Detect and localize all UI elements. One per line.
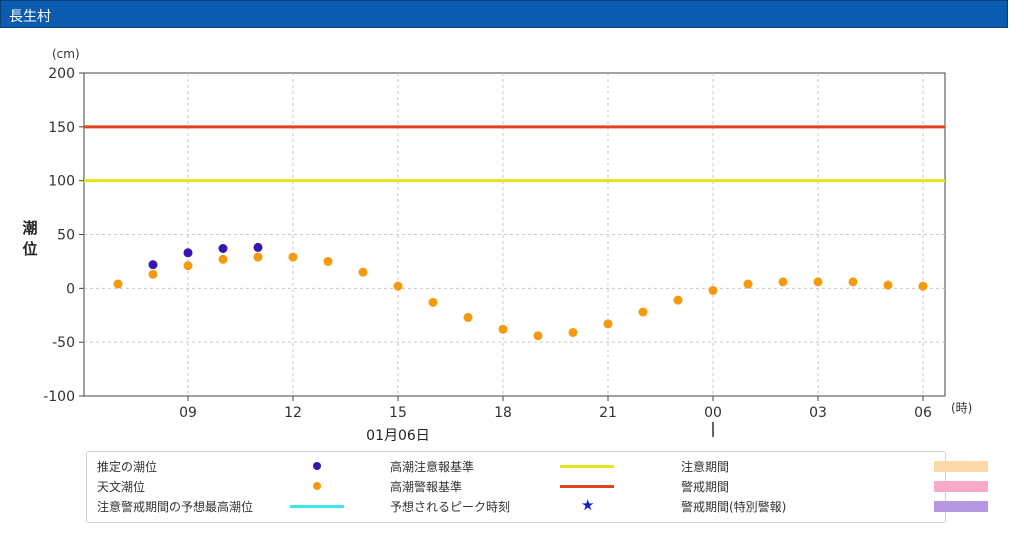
legend-box xyxy=(934,461,988,472)
data-point xyxy=(603,319,613,329)
legend-box xyxy=(934,481,988,492)
data-point xyxy=(428,297,438,307)
data-point xyxy=(358,267,368,277)
x-tick-label: 12 xyxy=(284,405,302,421)
star-icon: ★ xyxy=(581,496,595,514)
legend-label: 警戒期間 xyxy=(681,480,730,494)
x-tick-label: 00 xyxy=(704,405,722,421)
y-axis-title-char: 潮 xyxy=(22,219,37,237)
y-tick-label: 100 xyxy=(48,174,75,190)
data-point xyxy=(743,279,753,289)
data-point xyxy=(148,260,158,270)
y-tick-label: 50 xyxy=(57,228,75,244)
y-tick-label: 0 xyxy=(66,281,75,297)
x-tick-label: 18 xyxy=(494,405,512,421)
data-point xyxy=(848,277,858,287)
data-point xyxy=(533,331,543,341)
y-axis-title-char: 位 xyxy=(22,240,37,258)
x-tick-label: 15 xyxy=(389,405,407,421)
y-tick-label: 200 xyxy=(48,66,75,82)
legend-box xyxy=(934,501,988,512)
data-point xyxy=(883,280,893,290)
legend-label: 予想されるピーク時刻 xyxy=(390,500,511,514)
x-tick-label: 09 xyxy=(179,405,197,421)
x-unit-label: (時) xyxy=(951,401,972,415)
data-point xyxy=(253,252,263,262)
legend-label: 高潮注意報基準 xyxy=(390,460,475,474)
data-point xyxy=(183,248,193,258)
legend-line xyxy=(290,505,344,508)
data-point xyxy=(393,281,403,291)
data-point xyxy=(813,277,823,287)
data-point xyxy=(323,256,333,266)
data-point xyxy=(218,254,228,264)
x-tick-label: 21 xyxy=(599,405,617,421)
y-tick-label: -100 xyxy=(43,389,75,405)
plot-area xyxy=(83,72,946,397)
data-point xyxy=(778,277,788,287)
legend-label: 天文潮位 xyxy=(97,480,146,494)
x-tick-label: 06 xyxy=(914,405,932,421)
data-point xyxy=(918,281,928,291)
data-point xyxy=(253,242,263,252)
y-unit-label: (cm) xyxy=(52,47,80,61)
legend-label: 注意警戒期間の予想最高潮位 xyxy=(97,500,254,514)
tide-chart: 200 150 100 50 0 -50 -100 09 12 15 18 21 00 03 06 (cm) (… xyxy=(22,47,972,444)
legend-label: 推定の潮位 xyxy=(97,460,158,474)
legend-label: 注意期間 xyxy=(681,460,730,474)
data-point xyxy=(463,312,473,322)
data-point xyxy=(568,327,578,337)
legend-label: 警戒期間(特別警報) xyxy=(681,500,787,514)
x-tick-label: 03 xyxy=(809,405,827,421)
location-header: 長生村 xyxy=(0,0,1008,28)
data-point xyxy=(673,295,683,305)
location-title: 長生村 xyxy=(9,9,51,25)
data-point xyxy=(638,307,648,317)
chart-legend: 推定の潮位 高潮注意報基準 注意期間天文潮位 高潮警報基準 警戒期間注意警戒期間の予想最… xyxy=(86,451,988,523)
data-point xyxy=(708,285,718,295)
legend-dot xyxy=(313,482,321,490)
data-point xyxy=(288,252,298,262)
legend-line xyxy=(560,485,614,488)
data-point xyxy=(183,261,193,271)
data-point xyxy=(218,243,228,253)
data-point xyxy=(148,269,158,279)
data-point xyxy=(113,279,123,289)
y-tick-label: -50 xyxy=(52,335,75,351)
legend-dot xyxy=(313,462,321,470)
legend-label: 高潮警報基準 xyxy=(390,480,463,494)
data-point xyxy=(498,324,508,334)
date-label: 01月06日 xyxy=(366,428,430,444)
legend-line xyxy=(560,465,614,468)
y-tick-label: 150 xyxy=(48,120,75,136)
